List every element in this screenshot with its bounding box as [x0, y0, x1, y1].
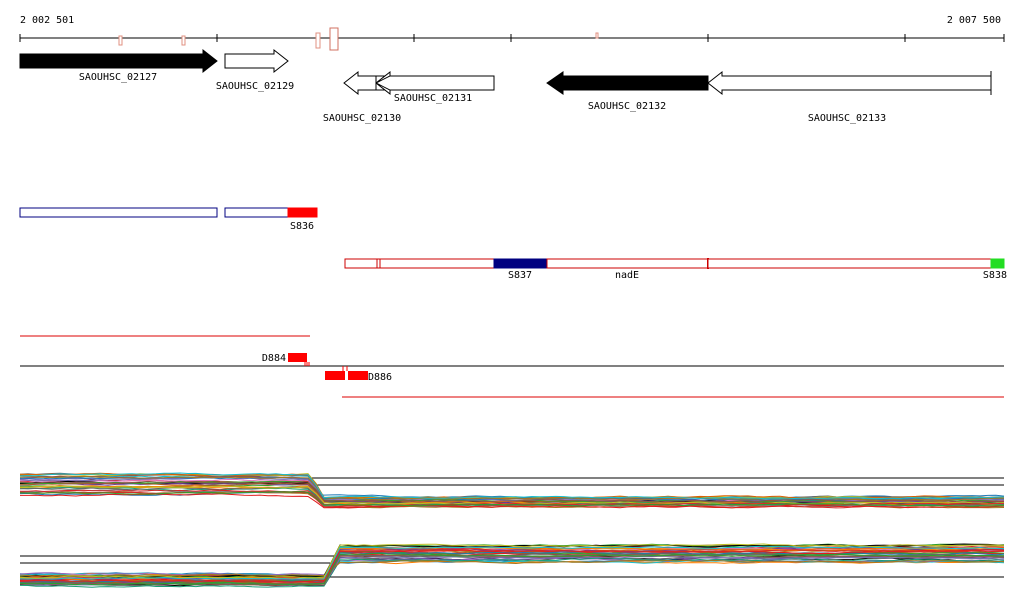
gene-arrow-SAOUHSC_02131[interactable]	[375, 75, 495, 91]
ruler-marker[interactable]	[118, 35, 123, 46]
feature-block[interactable]	[325, 371, 345, 380]
segment-label[interactable]: S838	[983, 270, 1007, 281]
profile-line[interactable]	[19, 480, 1005, 503]
profile-line[interactable]	[19, 553, 1005, 586]
profile-line[interactable]	[19, 475, 1004, 501]
profile-line[interactable]	[19, 491, 1005, 507]
segment-box[interactable]	[224, 207, 289, 218]
segment-S836[interactable]	[287, 207, 318, 218]
profile-lines	[19, 543, 1005, 588]
segment-box[interactable]	[19, 207, 218, 218]
segment-nadE[interactable]	[546, 258, 709, 269]
segment-S837[interactable]	[493, 258, 548, 269]
profile-line[interactable]	[20, 493, 1005, 509]
ruler-marker[interactable]	[181, 35, 186, 46]
feature-label[interactable]: D886	[368, 372, 392, 383]
gene-arrow-SAOUHSC_02129[interactable]	[224, 48, 289, 74]
feature-D884[interactable]	[288, 353, 307, 362]
gene-arrow-head	[375, 70, 391, 84]
coordinate-ruler: 2 002 501 2 007 500	[19, 15, 1005, 51]
segment-label[interactable]: S836	[290, 221, 314, 232]
gene-arrow-SAOUHSC_02130[interactable]	[343, 70, 381, 96]
expression-profile-bottom	[19, 543, 1005, 588]
profile-line[interactable]	[19, 472, 1004, 500]
profile-line[interactable]	[19, 557, 1005, 588]
gene-arrow-SAOUHSC_02127[interactable]	[19, 48, 218, 74]
feature-connector	[342, 366, 348, 371]
segment-label[interactable]: S837	[508, 270, 532, 281]
feature-D886[interactable]	[348, 371, 368, 380]
ruler-end-label: 2 007 500	[947, 15, 1001, 26]
segment-box[interactable]	[344, 258, 378, 269]
segment-box[interactable]	[707, 258, 992, 269]
genes-track: SAOUHSC_02127 SAOUHSC_02129 SAOUHSC_0213…	[19, 48, 992, 124]
plus-strand-segments: S836	[19, 207, 318, 232]
ruler-start-label: 2 002 501	[20, 15, 74, 26]
segment-label[interactable]: nadE	[615, 270, 639, 281]
segment-box[interactable]	[379, 258, 495, 269]
profile-lines	[19, 472, 1005, 509]
profile-line[interactable]	[19, 545, 1005, 580]
profile-line[interactable]	[19, 559, 1005, 577]
gene-arrow-SAOUHSC_02133[interactable]	[707, 70, 992, 96]
feature-connector	[304, 362, 310, 366]
profile-line[interactable]	[19, 548, 1004, 583]
gene-label[interactable]: SAOUHSC_02130	[323, 113, 401, 124]
profile-line[interactable]	[20, 489, 1005, 507]
gene-label[interactable]: SAOUHSC_02132	[588, 101, 666, 112]
gene-label[interactable]: SAOUHSC_02131	[394, 93, 472, 104]
gene-arrow-SAOUHSC_02132[interactable]	[546, 71, 709, 95]
ruler-marker[interactable]	[315, 32, 321, 49]
feature-label[interactable]: D884	[262, 353, 286, 364]
minus-strand-segments: S837 nadE S838	[344, 258, 1007, 281]
profile-line[interactable]	[19, 549, 1005, 583]
expression-profile-top	[19, 472, 1005, 509]
gene-arrow-head	[375, 82, 391, 96]
ruler-marker[interactable]	[329, 27, 339, 51]
feature-track: D884 D886	[20, 335, 1004, 398]
profile-line[interactable]	[19, 543, 1005, 579]
profile-line[interactable]	[19, 557, 1005, 577]
gene-label[interactable]: SAOUHSC_02133	[808, 113, 886, 124]
gene-label[interactable]: SAOUHSC_02127	[79, 72, 157, 83]
ruler-marker[interactable]	[595, 32, 599, 39]
segment-S838[interactable]	[990, 258, 1005, 269]
gene-label[interactable]: SAOUHSC_02129	[216, 81, 294, 92]
